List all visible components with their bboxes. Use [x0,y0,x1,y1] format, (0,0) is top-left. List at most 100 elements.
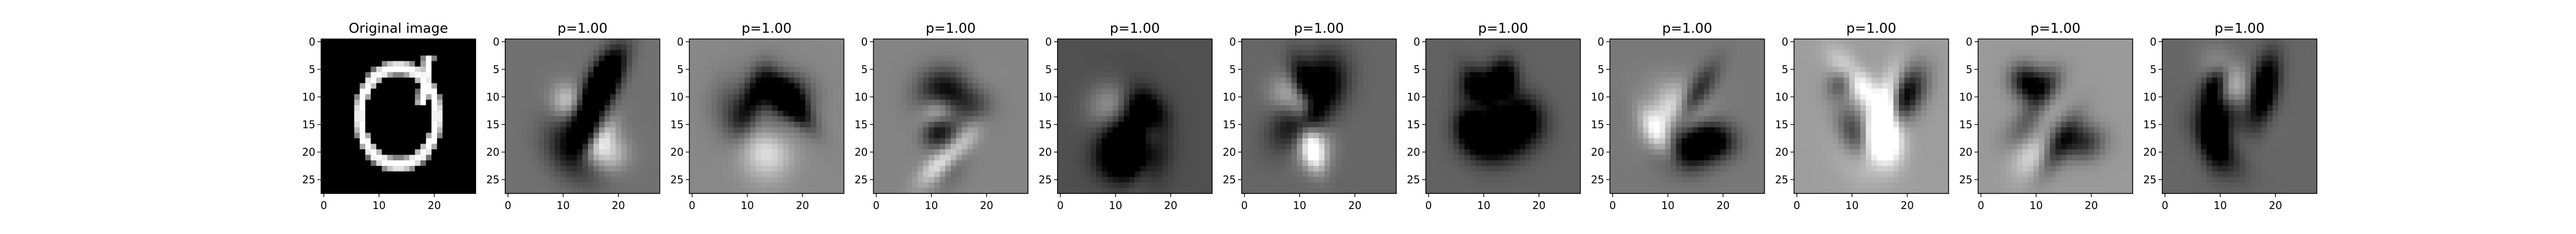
heatmap-cell [332,77,338,84]
heatmap-cell [1107,177,1113,183]
heatmap-cell [1140,138,1146,145]
heatmap-cell [956,149,962,155]
heatmap-cell [511,149,517,155]
heatmap-cell [1531,61,1537,67]
heatmap-cell [1368,83,1375,89]
heatmap-cell [799,165,806,172]
heatmap-cell [437,72,443,78]
heatmap-cell [1274,105,1281,111]
heatmap-cell [1258,154,1265,161]
heatmap-cell [349,138,355,145]
heatmap-cell [1206,171,1213,177]
heatmap-cell [873,165,879,172]
heatmap-cell [1319,122,1325,128]
heatmap-cell [632,77,638,84]
heatmap-cell [939,99,946,106]
heatmap-cell [783,105,789,111]
heatmap-cell [917,50,924,56]
heatmap-cell [772,171,778,177]
heatmap-cell [1253,61,1259,67]
heatmap-cell [984,61,990,67]
heatmap-cell [637,138,644,145]
heatmap-cell [1173,94,1180,100]
heatmap-cell [1319,110,1325,117]
heatmap-cell [722,44,729,50]
heatmap-cell [1195,39,1202,45]
heatmap-cell [337,138,344,145]
heatmap-cell [337,127,344,133]
heatmap-cell [1022,171,1028,177]
heatmap-cell [767,144,773,150]
heatmap-cell [1357,72,1363,78]
heatmap-cell [1195,171,1202,177]
heatmap-cell [1357,177,1363,183]
heatmap-cell [532,105,539,111]
heatmap-cell [700,182,707,188]
heatmap-cell [884,127,890,133]
heatmap-cell [767,61,773,67]
heatmap-cell [326,138,333,145]
heatmap-cell [788,171,795,177]
heatmap-cell [643,144,649,150]
heatmap-cell [1291,39,1297,45]
heatmap-cell [1124,99,1130,106]
heatmap-cell [560,55,567,62]
heatmap-cell [1206,72,1213,78]
heatmap-cell [833,116,839,122]
heatmap-cell [627,110,633,117]
heatmap-cell [555,116,561,122]
heatmap-cell [689,177,695,183]
heatmap-cell [1162,154,1168,161]
heatmap-cell [505,133,512,139]
heatmap-cell [588,94,594,100]
heatmap-cell [431,171,438,177]
heatmap-cell [1330,88,1336,95]
heatmap-cell [799,127,806,133]
heatmap-cell [783,160,789,166]
heatmap-cell [1102,105,1108,111]
heatmap-cell [566,39,572,45]
heatmap-cell [577,122,583,128]
heatmap-cell [994,105,1001,111]
heatmap-cell [1118,182,1125,188]
heatmap-cell [945,144,951,150]
heatmap-cell [827,94,833,100]
heatmap-cell [610,72,616,78]
heatmap-cell [950,177,957,183]
heatmap-cell [326,116,333,122]
heatmap-cell [1308,110,1314,117]
heatmap-cell [695,182,701,188]
heatmap-cell [884,44,890,50]
heatmap-cell [1531,39,1537,45]
heatmap-cell [615,67,622,73]
heatmap-cell [1134,160,1141,166]
heatmap-cell [978,177,985,183]
heatmap-cell [838,39,845,45]
heatmap-cell [805,83,811,89]
heatmap-cell [643,55,649,62]
heatmap-cell [1184,94,1191,100]
heatmap-cell [555,149,561,155]
heatmap-cell [822,88,828,95]
heatmap-cell [1368,154,1375,161]
heatmap-cell [627,116,633,122]
heatmap-cell [722,149,729,155]
heatmap-cell [544,50,550,56]
heatmap-cell [984,160,990,166]
heatmap-cell [1302,154,1308,161]
heatmap-cell [527,50,533,56]
heatmap-cell [767,55,773,62]
heatmap-cell [464,149,470,155]
heatmap-cell [1341,188,1347,194]
heatmap-cell [1057,188,1064,194]
heatmap-cell [354,149,360,155]
heatmap-cell [767,110,773,117]
heatmap-cell [1000,83,1006,89]
heatmap-cell [722,127,729,133]
heatmap-cell [409,94,415,100]
heatmap-cell [805,55,811,62]
heatmap-cell [1063,127,1069,133]
heatmap-cell [950,188,957,194]
heatmap-cell [1005,67,1012,73]
heatmap-cell [349,77,355,84]
